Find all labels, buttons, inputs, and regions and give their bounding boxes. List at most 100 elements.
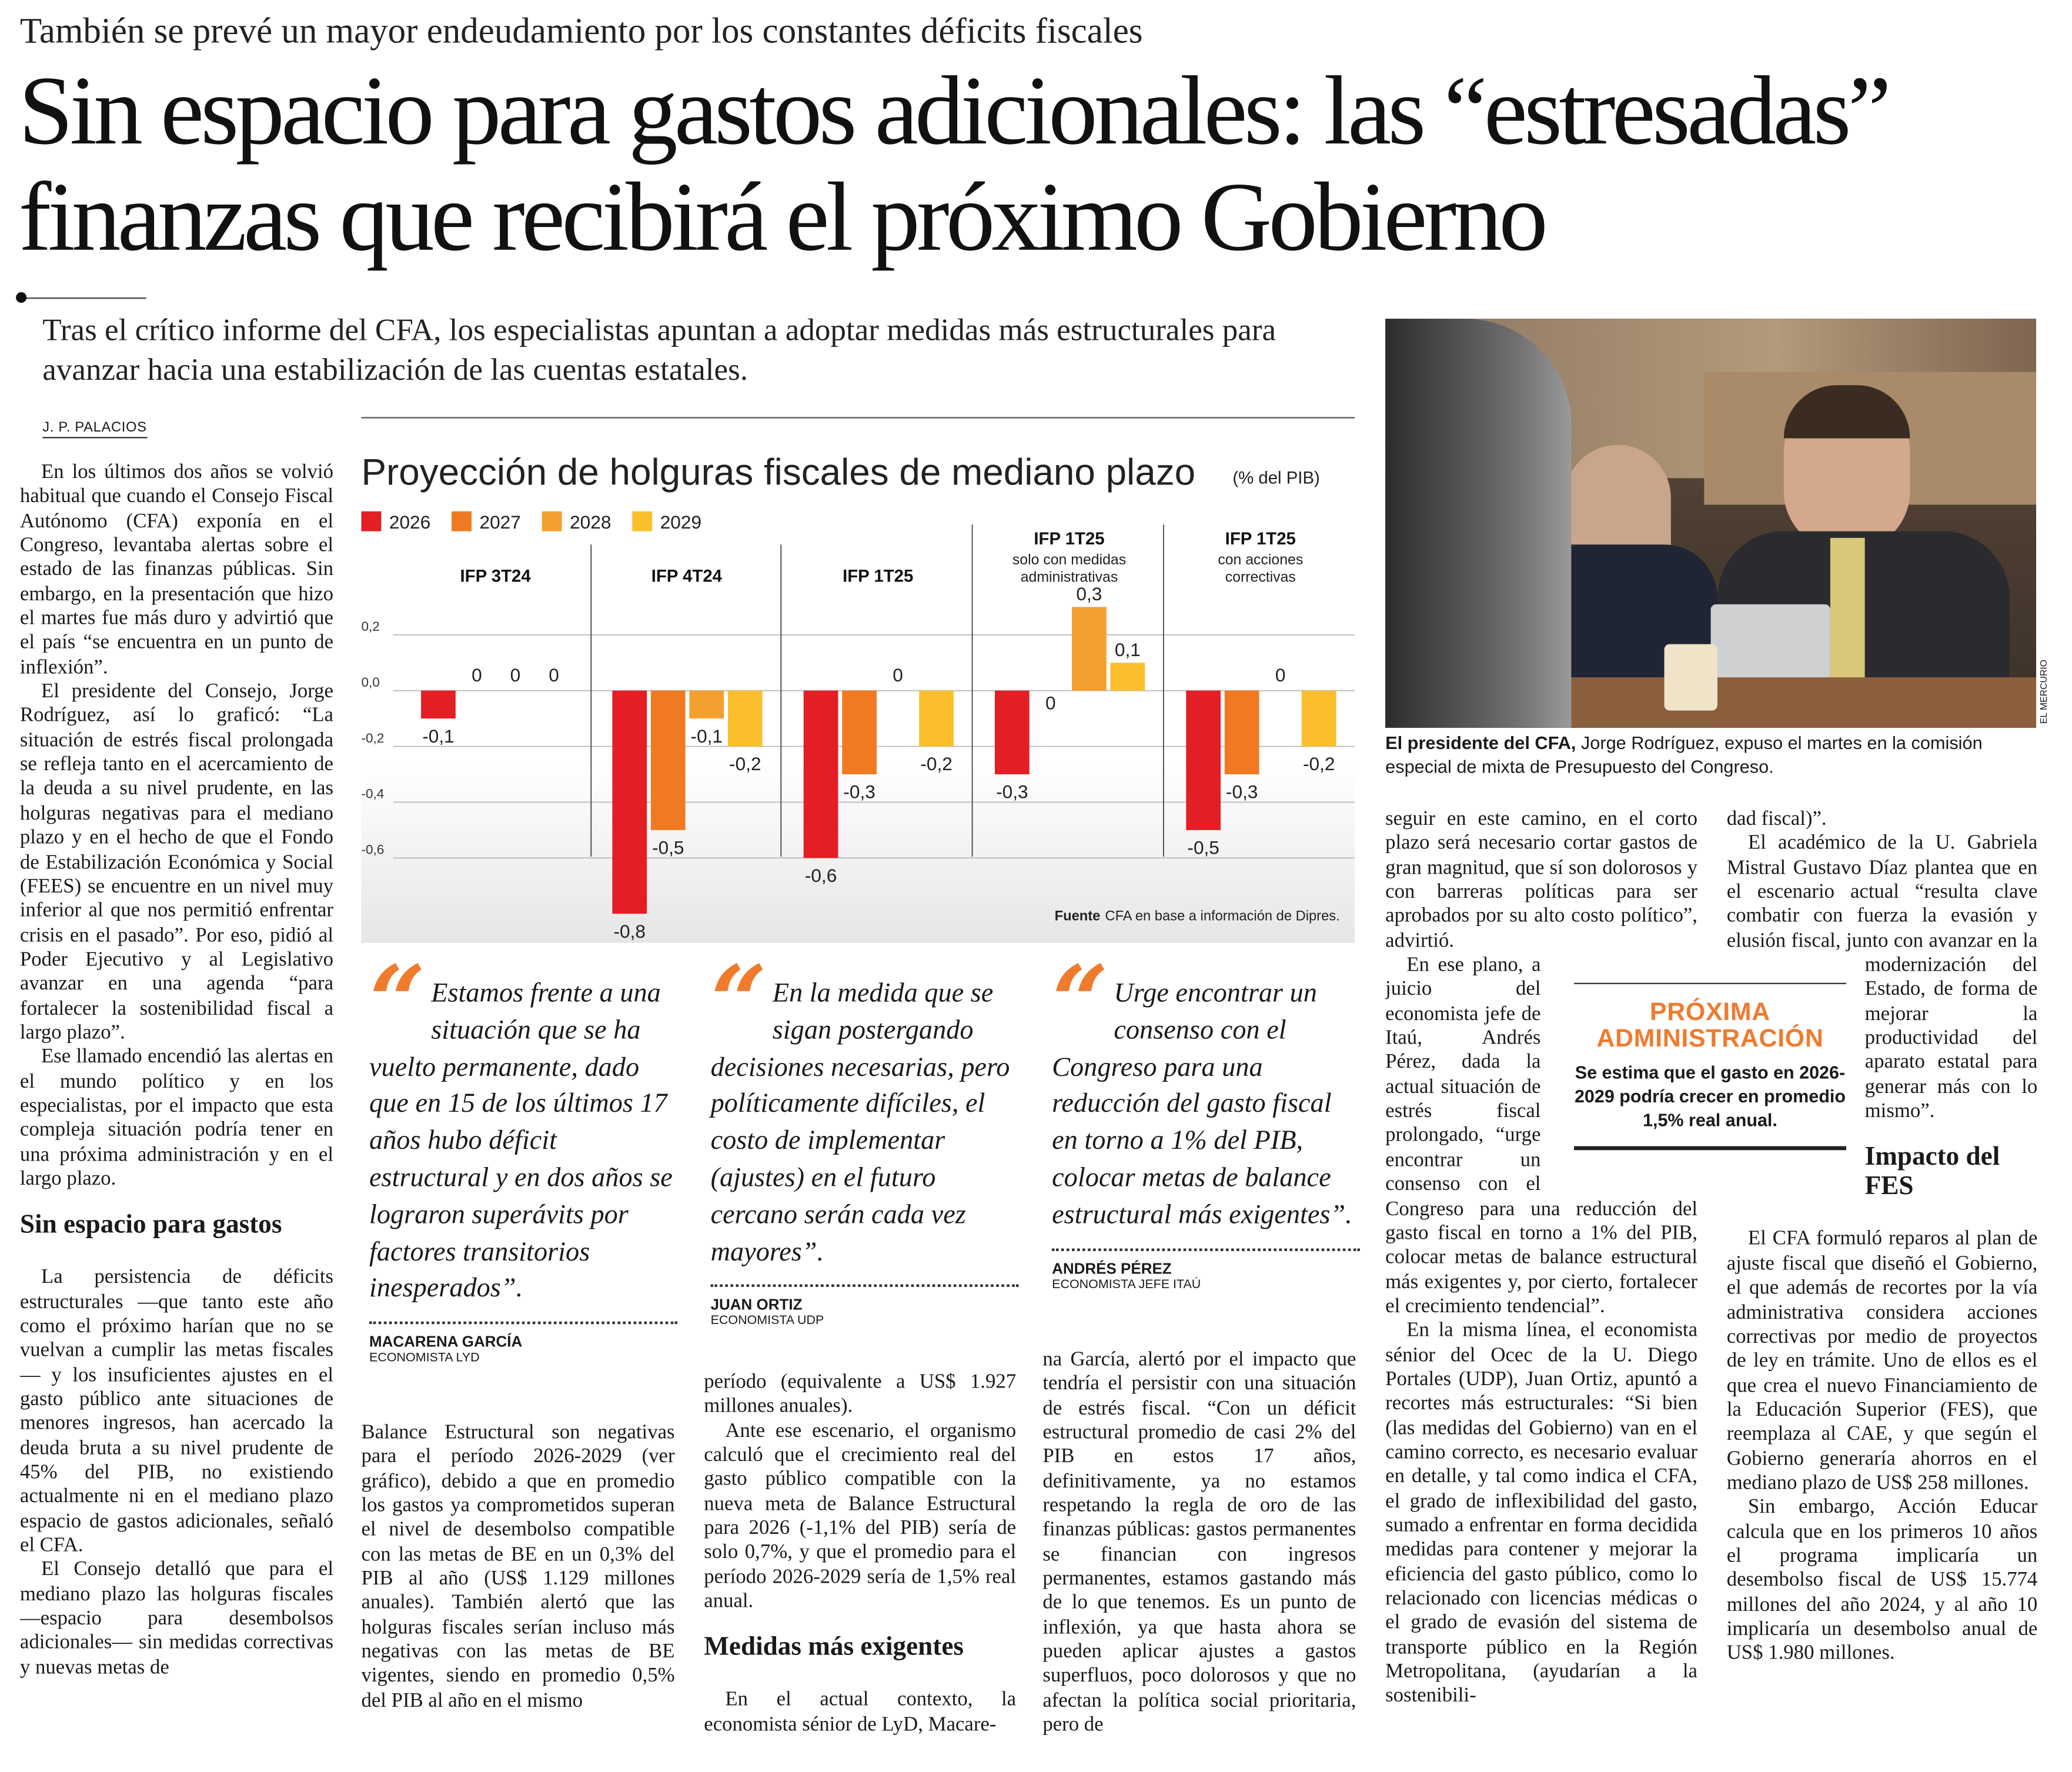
bar-value-label: -0,2 <box>729 753 761 774</box>
bar-2027 <box>842 690 877 774</box>
y-tick-label: 0,0 <box>361 675 379 690</box>
legend-label-2027: 2027 <box>479 511 520 533</box>
bar-value-label: 0,3 <box>1076 583 1102 604</box>
quote-text: Urge encontrar un consenso con el Congre… <box>1052 978 1352 1230</box>
deck: Tras el crítico informe del CFA, los esp… <box>42 313 1276 388</box>
paragraph: En la misma línea, el economista sénior … <box>1385 1319 1698 1707</box>
legend-swatch-2028 <box>542 511 562 531</box>
bar-2028 <box>1072 607 1107 691</box>
paragraph: seguir en este camino, en el corto plazo… <box>1385 807 1698 952</box>
quote-author: MACARENA GARCÍA <box>369 1335 523 1351</box>
bar-value-label: -0,8 <box>614 921 646 942</box>
bar-2029 <box>1110 663 1145 691</box>
headline: Sin espacio para gastos adicionales: las… <box>18 57 1891 270</box>
paragraph: El Consejo detalló que para el mediano p… <box>19 1558 334 1679</box>
group-subtitle: administrativas <box>1021 569 1118 585</box>
bar-value-label: 0 <box>1045 692 1056 713</box>
paragraph: Ante ese escenario, el organismo calculó… <box>704 1419 1017 1613</box>
quote-icon: “ <box>710 945 767 1060</box>
bar-value-label: -0,3 <box>1226 781 1258 803</box>
group-title: IFP 1T25 <box>1225 529 1296 549</box>
bar-2026 <box>421 690 456 719</box>
quote-text: Estamos frente a una situación que se ha… <box>369 978 673 1303</box>
legend-swatch-2027 <box>452 511 472 531</box>
group-title: IFP 1T25 <box>843 566 913 586</box>
quote-text: En la medida que se sigan postergando de… <box>710 978 1010 1267</box>
quote-author: ANDRÉS PÉREZ <box>1052 1261 1172 1278</box>
bar-value-label: -0,1 <box>691 725 723 747</box>
paragraph: na García, alertó por el impacto que ten… <box>1042 1348 1356 1736</box>
paragraph: El CFA formuló reparos al plan de ajuste… <box>1726 1228 2038 1495</box>
paragraph: Sin embargo, Acción Educar calcula que e… <box>1726 1496 2038 1665</box>
group-subtitle: solo con medidas <box>1012 552 1126 568</box>
bar-2027 <box>650 690 686 830</box>
box-title: PRÓXIMA <box>1649 998 1770 1027</box>
photo <box>1385 319 2037 728</box>
divider <box>710 1285 1019 1288</box>
legend-swatch-2029 <box>632 511 653 531</box>
chart-unit: (% del PIB) <box>1232 468 1319 487</box>
subhead: Medidas más exigentes <box>704 1633 964 1662</box>
paragraph: En el actual contexto, la economista sén… <box>704 1689 1017 1736</box>
paragraph: dad fiscal)”. <box>1726 807 1827 830</box>
legend-label-2026: 2026 <box>389 511 430 533</box>
paragraph: El académico de la U. Gabriela Mistral G… <box>1726 831 2038 1123</box>
quote-author: JUAN ORTIZ <box>710 1298 803 1314</box>
paragraph: La persistencia de déficits estructurale… <box>19 1266 334 1557</box>
group-subtitle: con acciones <box>1218 552 1303 568</box>
y-tick-label: -0,4 <box>361 787 384 801</box>
quote-icon: “ <box>1052 945 1109 1060</box>
divider <box>1052 1248 1361 1251</box>
y-tick-label: 0,2 <box>361 619 379 634</box>
bar-value-label: -0,3 <box>843 781 875 803</box>
legend-label-2029: 2029 <box>660 511 701 533</box>
caption-bold: El presidente del CFA, <box>1385 733 1576 753</box>
bar-value-label: -0,6 <box>805 865 837 886</box>
quote-role: ECONOMISTA JEFE ITAÚ <box>1052 1277 1201 1292</box>
quote-icon: “ <box>369 945 426 1060</box>
divider <box>369 1322 678 1325</box>
bar-value-label: -0,3 <box>996 781 1028 803</box>
bar-value-label: -0,5 <box>652 837 684 858</box>
caption-text: Jorge Rodríguez, expuso el martes en la … <box>1385 733 1983 777</box>
column-1: En los últimos dos años se volvió habitu… <box>20 461 333 1747</box>
legend-swatch-2026 <box>361 511 382 531</box>
y-tick-label: -0,2 <box>361 731 384 745</box>
headline-line-1: Sin espacio para gastos adicionales: las… <box>18 57 1891 166</box>
bar-2029 <box>1301 690 1336 747</box>
column-3: período (equivalente a US$ 1.927 millone… <box>704 1370 1016 1746</box>
bar-2028 <box>689 690 724 719</box>
kicker: También se prevé un mayor endeudamiento … <box>19 11 1143 51</box>
bar-value-label: 0 <box>549 664 559 686</box>
byline: J. P. PALACIOS <box>42 420 147 439</box>
bar-value-label: 0 <box>1275 664 1286 686</box>
bar-value-label: -0,2 <box>920 753 952 774</box>
bar-2029 <box>919 690 954 747</box>
chart-title: Proyección de holguras fiscales de media… <box>361 452 1195 493</box>
bar-2026 <box>1186 690 1221 830</box>
bar-value-label: 0 <box>472 664 482 686</box>
subhead: Sin espacio para gastos <box>19 1210 282 1240</box>
legend-label-2028: 2028 <box>570 511 611 533</box>
bar-value-label: -0,1 <box>422 725 454 747</box>
group-title: IFP 1T25 <box>1034 529 1104 549</box>
bar-value-label: 0,1 <box>1115 639 1141 660</box>
photo-caption: El presidente del CFA, Jorge Rodríguez, … <box>1385 732 2043 780</box>
column-2: Balance Estructural son negativas para e… <box>361 1421 674 1746</box>
bar-value-label: 0 <box>510 664 521 686</box>
photo-credit: EL MERCURIO <box>2040 659 2050 724</box>
bar-2027 <box>1224 690 1259 774</box>
bar-value-label: -0,2 <box>1303 753 1335 774</box>
pull-quote-3: “Urge encontrar un consenso con el Congr… <box>1052 945 1361 1292</box>
paragraph: período (equivalente a US$ 1.927 millone… <box>704 1370 1017 1418</box>
paragraph: En ese plano, a juicio del economista je… <box>1385 954 1698 1318</box>
quote-role: ECONOMISTA UDP <box>710 1313 824 1329</box>
bar-value-label: -0,5 <box>1187 837 1219 858</box>
group-title: IFP 3T24 <box>460 566 531 586</box>
pull-quote-2: “En la medida que se sigan postergando d… <box>710 945 1019 1329</box>
bar-2026 <box>994 690 1030 774</box>
group-title: IFP 4T24 <box>651 566 723 586</box>
column-6: dad fiscal)”. El académico de la U. Gabr… <box>1727 807 2038 1746</box>
source-text: CFA en base a información de Dipres. <box>1105 908 1339 924</box>
